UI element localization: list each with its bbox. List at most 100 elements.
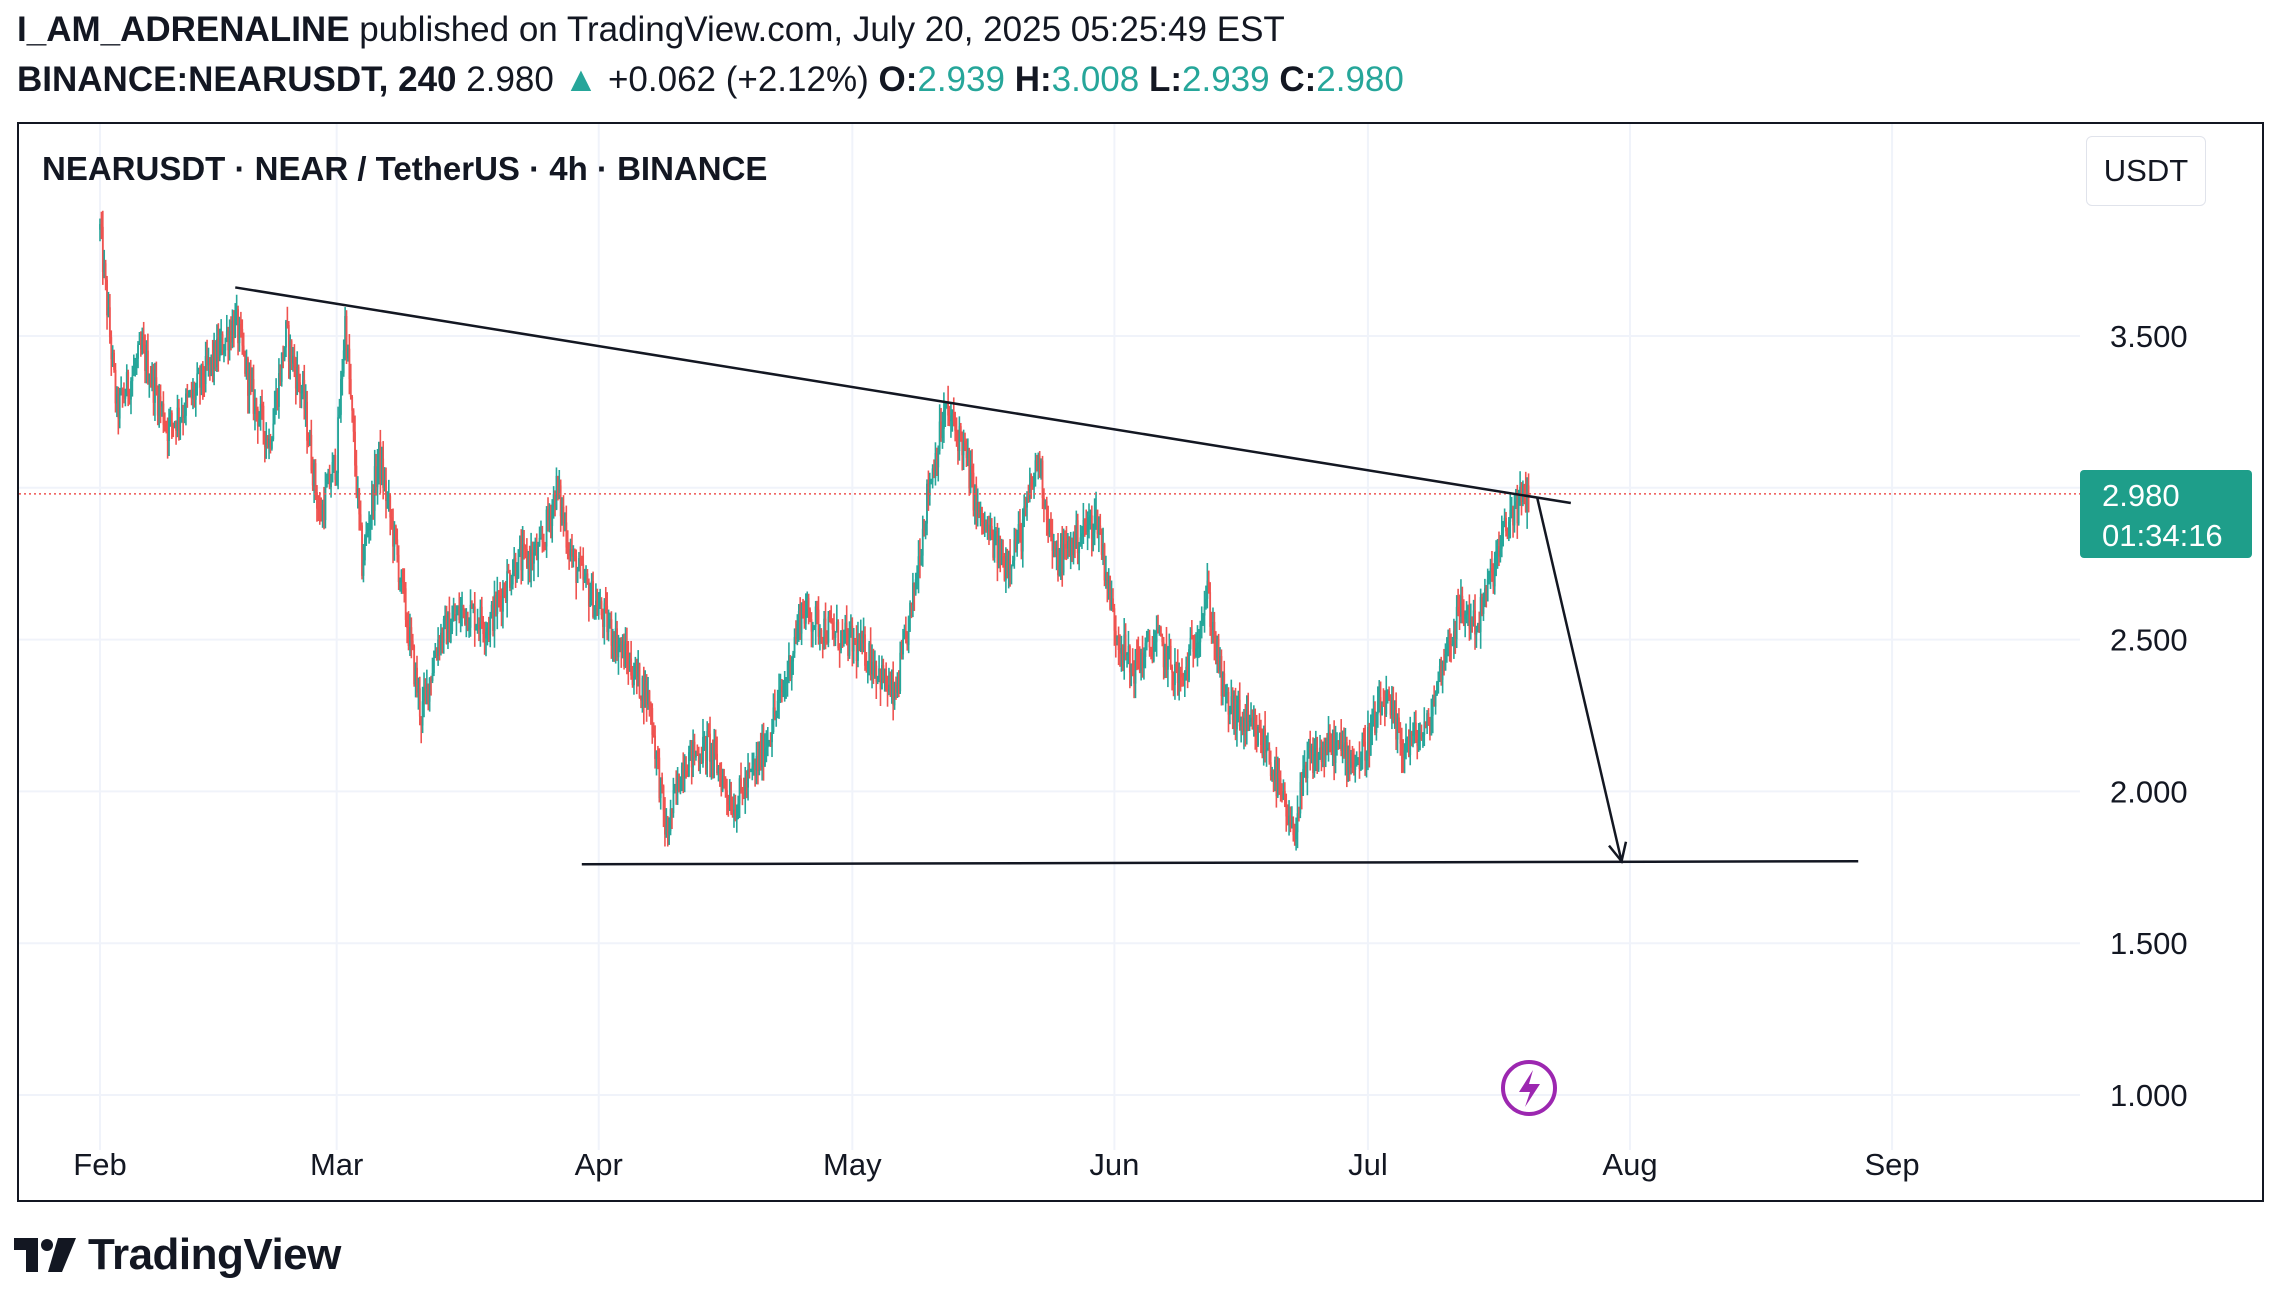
projection-arrow[interactable] [1535,496,1623,862]
candle-body [1175,664,1178,666]
candle-body [1076,520,1079,554]
candle-body [1020,525,1023,552]
candle-body [789,655,792,678]
candle-body [1427,713,1430,725]
candle-body [886,688,889,692]
candle-body [1451,644,1454,646]
candle-body [1399,731,1402,744]
candle-body [592,581,594,618]
candle-body [1305,765,1307,779]
candle-body [1516,501,1519,524]
x-tick-label: Mar [310,1147,363,1182]
candle-body [142,340,145,345]
candle-body [556,475,559,491]
candle-body [397,554,400,583]
candle-body [304,401,307,410]
candle-body [462,605,465,609]
candle-body [197,372,200,374]
price-tag-value: 2.980 [2102,478,2180,513]
candle-body [448,612,451,643]
candle-body [534,545,537,553]
candle-body [1514,501,1517,507]
candle-body [210,354,213,365]
candle-body [933,468,935,478]
currency-button[interactable]: USDT [2086,136,2206,206]
candle-body [1121,648,1124,663]
candle-body [506,571,509,601]
candle-body [1441,662,1444,680]
candle-body [499,595,502,600]
candle-body [872,661,875,676]
low-label: L: [1148,60,1182,99]
candle-body [1419,733,1421,740]
candle-body [382,458,385,488]
candle-body [190,390,193,399]
candle-body [1320,747,1323,762]
candle-body [1448,630,1451,644]
candle-body [651,708,654,735]
candle-body [678,774,680,792]
candle-body [182,415,185,418]
candle-body [371,489,373,517]
candle-body [718,767,721,775]
candle-body [1000,556,1003,565]
candle-body [454,614,456,621]
candle-body [518,547,521,550]
candle-body [1096,509,1099,535]
candle-body [165,425,168,428]
candle-body [730,797,733,814]
candle-body [1506,531,1509,536]
candle-body [665,825,668,835]
candle-body [1089,515,1092,518]
candle-body [297,367,300,383]
candle-body [100,224,103,227]
candle-body [1323,753,1326,760]
candle-body [1147,634,1150,638]
candle-body [496,594,499,614]
candle-body [179,418,182,424]
candle-body [1034,460,1037,473]
candle-body [154,377,156,403]
candle-body [1093,515,1096,533]
candle-body [1240,716,1243,727]
candle-body [1057,548,1059,576]
candle-body [645,681,648,705]
descending-trendline[interactable] [235,286,1572,505]
candle-body [489,615,492,636]
candle-body [1455,606,1458,640]
candle-body [1202,615,1205,624]
candle-body [842,629,845,632]
candle-body [755,755,758,771]
candle-body [1205,598,1207,607]
x-tick-label: Apr [575,1147,623,1182]
candle-body [234,310,237,338]
candle-body [1413,722,1416,735]
tradingview-logo[interactable]: TradingView [14,1230,341,1280]
candle-body [273,407,276,424]
candle-body [121,389,124,396]
candle-body [1066,540,1069,549]
candle-body [332,455,335,463]
candle-body [562,506,565,523]
support-line[interactable] [581,859,1859,866]
candle-body [1024,506,1027,508]
candle-body [216,338,218,368]
candle-body [452,614,455,620]
candle-body [1385,693,1388,715]
candle-body [473,606,476,631]
candle-body [545,509,548,547]
candle-body [1259,730,1262,745]
candle-body [766,740,769,748]
candle-body [1126,654,1128,656]
candle-body [227,331,230,351]
candle-body [1113,608,1116,631]
candle-body [1083,519,1086,526]
candle-body [538,537,541,546]
candle-body [521,543,524,571]
candle-body [1007,554,1010,573]
candle-body [114,369,117,404]
price-change: +0.062 (+2.12%) [607,60,869,99]
lightning-icon[interactable] [1501,1060,1557,1116]
candle-body [1431,702,1434,717]
